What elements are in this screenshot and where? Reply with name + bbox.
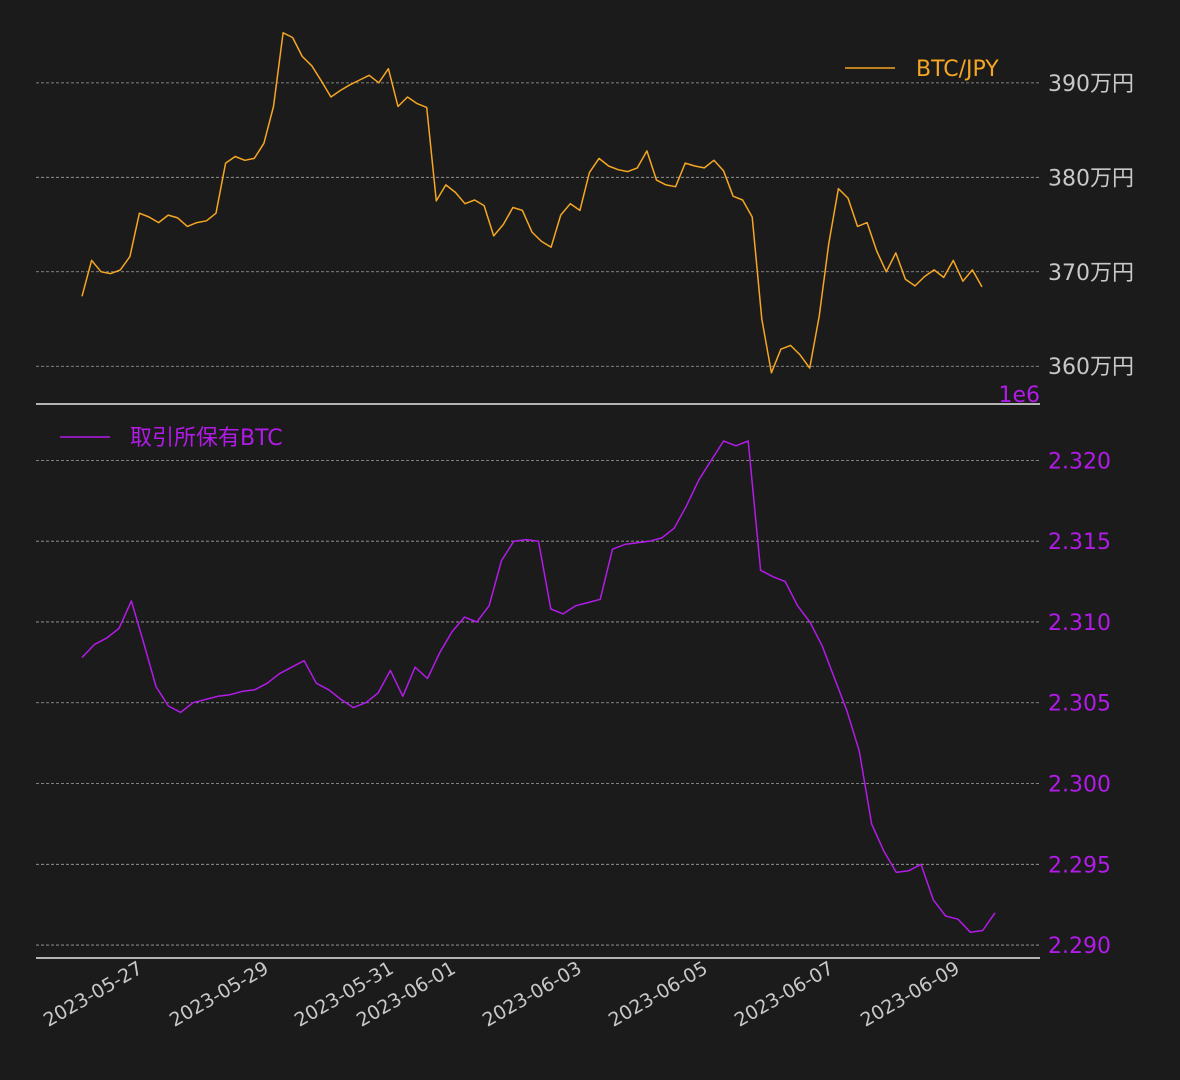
x-tick-label: 2023-06-05	[605, 957, 712, 1031]
y-tick-label: 2.290	[1048, 934, 1111, 959]
price-panel: 360万円 370万円 380万円 390万円 BTC/JPY	[36, 32, 1134, 405]
legend-label: BTC/JPY	[916, 57, 999, 82]
y-tick-label: 2.310	[1048, 611, 1111, 636]
legend-label: 取引所保有BTC	[130, 426, 283, 451]
holdings-panel: 2.290 2.295 2.300 2.305 2.310 2.315 2.320 取引所保有…	[36, 383, 1111, 959]
series-line	[81, 440, 996, 933]
y-tick-label: 2.295	[1048, 853, 1111, 878]
series-line	[81, 32, 983, 374]
y-tick-label: 2.320	[1048, 449, 1111, 474]
axis-offset-label: 1e6	[998, 383, 1040, 408]
y-tick-label: 2.305	[1048, 692, 1111, 717]
y-tick-label: 390万円	[1048, 72, 1134, 97]
x-tick-label: 2023-06-03	[479, 957, 586, 1031]
y-tick-label: 2.300	[1048, 773, 1111, 798]
x-tick-label: 2023-05-27	[40, 957, 147, 1031]
y-tick-label: 380万円	[1048, 166, 1134, 191]
x-axis: 2023-05-27 2023-05-29 2023-05-312023-06-01…	[40, 957, 964, 1031]
x-tick-label: 2023-05-29	[166, 957, 273, 1031]
y-tick-label: 370万円	[1048, 261, 1134, 286]
x-tick-label: 2023-06-09	[857, 957, 964, 1031]
x-tick-label: 2023-06-07	[731, 957, 838, 1031]
y-tick-label: 360万円	[1048, 355, 1134, 380]
y-tick-label: 2.315	[1048, 530, 1111, 555]
